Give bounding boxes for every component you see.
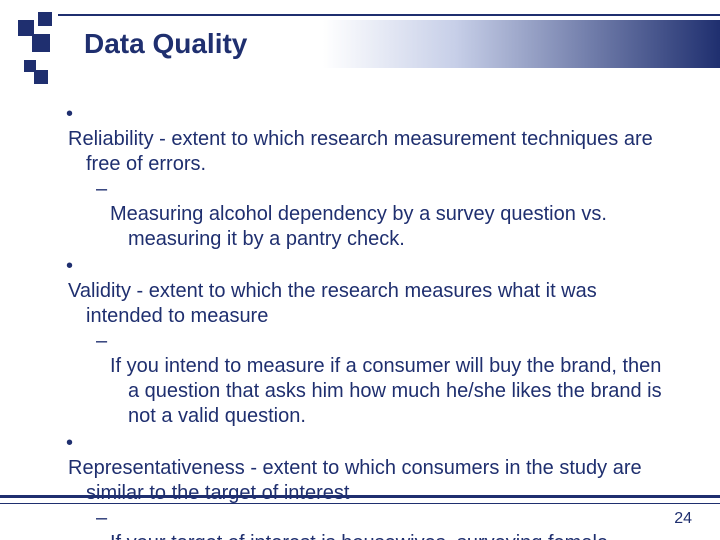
sub-list: If your target of interest is housewives… <box>96 506 662 540</box>
page-number: 24 <box>674 510 692 528</box>
sub-bullet-text: If your target of interest is housewives… <box>110 532 608 540</box>
sub-bullet-item: Measuring alcohol dependency by a survey… <box>96 177 662 252</box>
slide: Data Quality Reliability - extent to whi… <box>0 0 720 540</box>
sub-list: If you intend to measure if a consumer w… <box>96 329 662 429</box>
bullet-list: Reliability - extent to which research m… <box>68 102 662 540</box>
sub-bullet-text: If you intend to measure if a consumer w… <box>110 355 662 427</box>
bullet-text: Validity - extent to which the research … <box>68 280 597 327</box>
left-accent-squares <box>24 60 48 88</box>
bullet-item: Representativeness - extent to which con… <box>68 431 662 540</box>
slide-title: Data Quality <box>84 28 247 60</box>
top-rule <box>58 14 720 16</box>
bottom-rule-thin <box>0 503 720 504</box>
bullet-item: Validity - extent to which the research … <box>68 254 662 429</box>
sub-list: Measuring alcohol dependency by a survey… <box>96 177 662 252</box>
bullet-item: Reliability - extent to which research m… <box>68 102 662 252</box>
bullet-text: Reliability - extent to which research m… <box>68 128 653 175</box>
sub-bullet-item: If you intend to measure if a consumer w… <box>96 329 662 429</box>
sub-bullet-item: If your target of interest is housewives… <box>96 506 662 540</box>
sub-bullet-text: Measuring alcohol dependency by a survey… <box>110 203 607 250</box>
corner-decoration <box>18 12 60 56</box>
content-area: Reliability - extent to which research m… <box>68 102 662 540</box>
title-bar: Data Quality <box>58 20 720 68</box>
bottom-rule-thick <box>0 495 720 498</box>
